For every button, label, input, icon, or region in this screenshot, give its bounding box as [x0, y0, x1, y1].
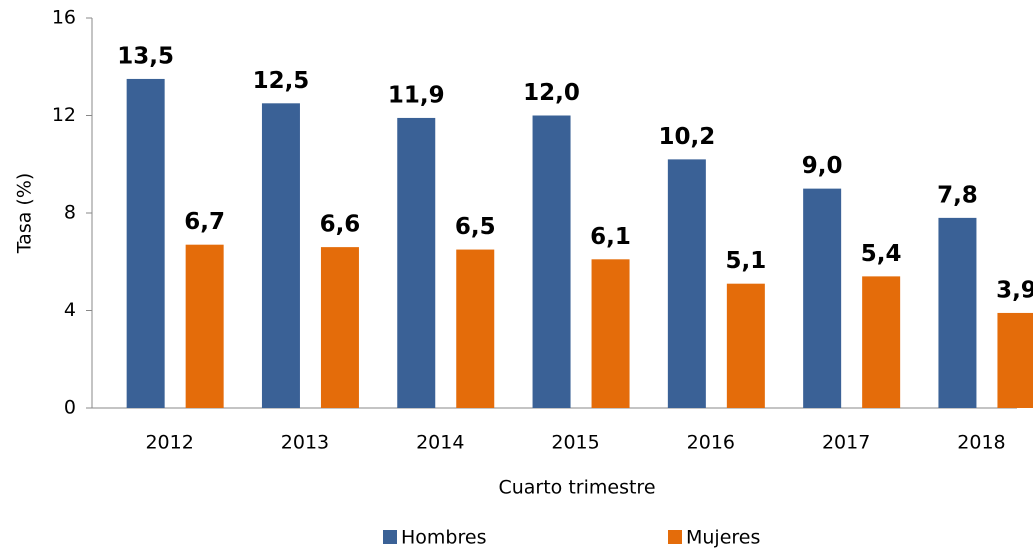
value-label: 6,1	[590, 224, 631, 250]
value-label: 9,0	[802, 153, 843, 179]
value-label: 6,5	[455, 214, 496, 240]
y-tick-label: 16	[52, 7, 76, 29]
value-label: 5,4	[861, 241, 902, 267]
bar	[938, 217, 977, 408]
bar	[261, 103, 300, 408]
y-axis-label: Tasa (%)	[14, 173, 36, 255]
bar	[185, 244, 224, 408]
bar	[997, 312, 1033, 408]
bar	[862, 276, 901, 408]
value-label: 7,8	[937, 182, 978, 208]
bar	[397, 117, 436, 408]
y-tick-label: 0	[64, 397, 76, 419]
y-tick-label: 8	[64, 202, 76, 224]
legend-swatch	[383, 530, 397, 544]
value-label: 3,9	[996, 277, 1033, 303]
value-label: 10,2	[658, 124, 715, 150]
bar	[456, 249, 495, 408]
value-label: 11,9	[388, 82, 445, 108]
bar	[532, 115, 571, 408]
bar	[667, 159, 706, 408]
bar	[591, 259, 630, 408]
x-tick-label: 2017	[822, 432, 870, 454]
value-label: 6,6	[320, 212, 361, 238]
y-tick-label: 4	[64, 299, 76, 321]
bar	[126, 78, 165, 408]
value-label: 6,7	[184, 209, 225, 235]
value-label: 5,1	[725, 248, 766, 274]
legend-label: Mujeres	[686, 527, 760, 549]
x-tick-label: 2014	[416, 432, 464, 454]
x-tick-label: 2016	[687, 432, 735, 454]
bar	[803, 188, 842, 408]
bar	[320, 247, 359, 408]
value-label: 12,0	[523, 80, 580, 106]
value-label: 13,5	[117, 43, 174, 69]
value-label: 12,5	[253, 68, 310, 94]
x-tick-label: 2015	[551, 432, 599, 454]
x-tick-label: 2018	[957, 432, 1005, 454]
y-tick-label: 12	[52, 104, 76, 126]
legend-swatch	[668, 530, 682, 544]
legend-label: Hombres	[401, 527, 486, 549]
x-axis-label: Cuarto trimestre	[498, 477, 655, 499]
x-tick-label: 2012	[145, 432, 193, 454]
x-tick-label: 2013	[281, 432, 329, 454]
bar	[726, 283, 765, 408]
